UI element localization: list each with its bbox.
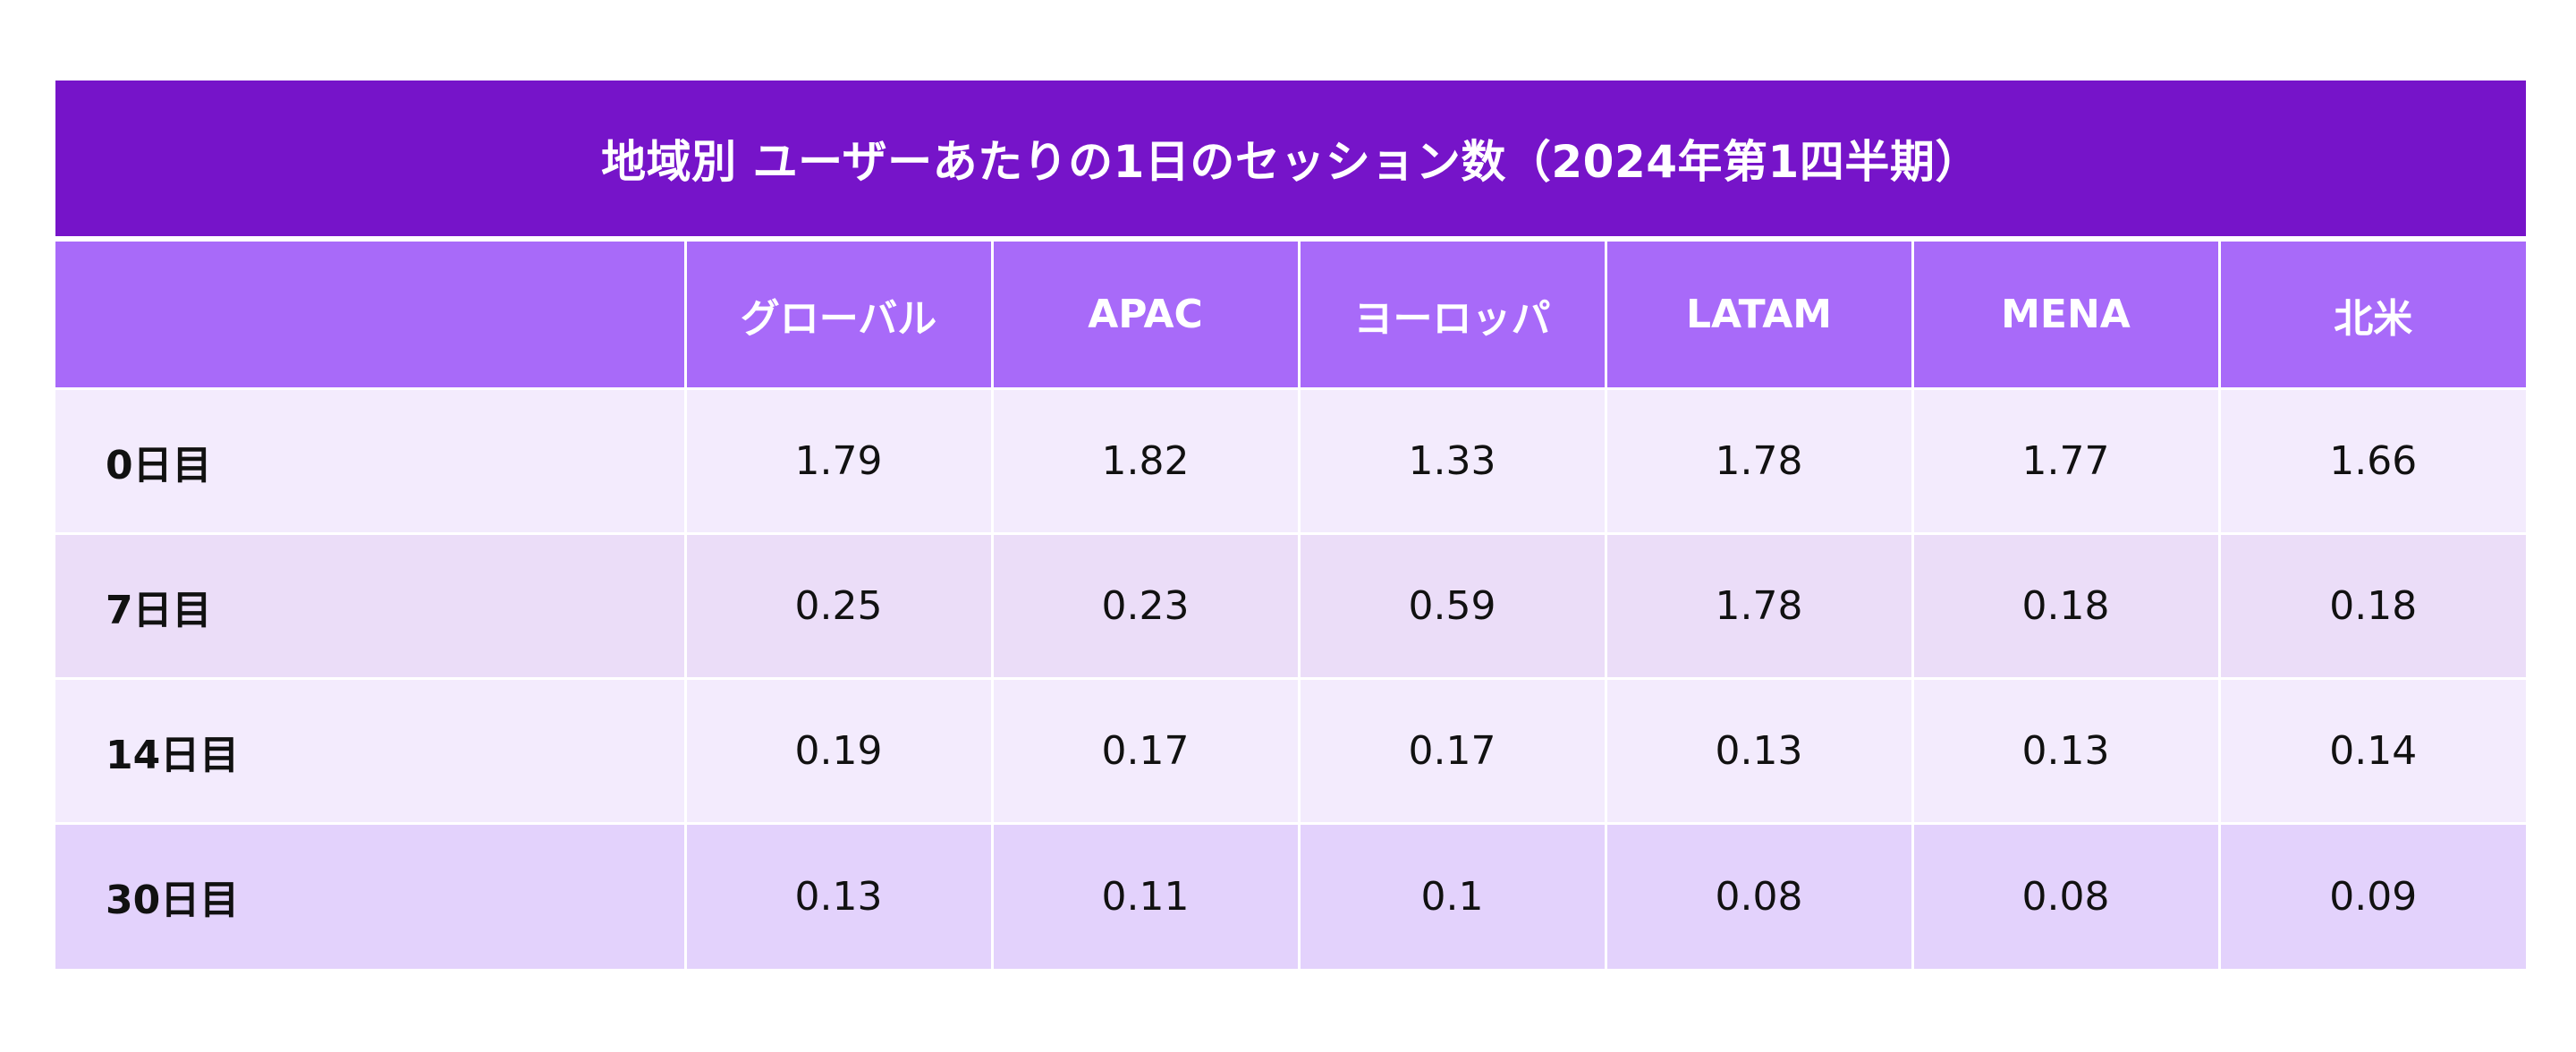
session-table: グローバル APAC ヨーロッパ LATAM MENA 北米 0日目 1.79 … bbox=[55, 239, 2526, 969]
table-cell: 1.79 bbox=[683, 387, 994, 535]
header-row: グローバル APAC ヨーロッパ LATAM MENA 北米 bbox=[55, 239, 2526, 390]
row-label: 30日目 bbox=[55, 822, 687, 969]
table-cell: 0.23 bbox=[990, 532, 1301, 680]
table-cell: 0.11 bbox=[990, 822, 1301, 969]
row-label: 0日目 bbox=[55, 387, 687, 535]
table-cell: 1.77 bbox=[1911, 387, 2221, 535]
table-cell: 0.19 bbox=[683, 677, 994, 825]
table-cell: 0.14 bbox=[2217, 677, 2526, 825]
table-row: 0日目 1.79 1.82 1.33 1.78 1.77 1.66 bbox=[55, 387, 2526, 535]
table-cell: 0.25 bbox=[683, 532, 994, 680]
header-global: グローバル bbox=[683, 239, 994, 390]
table-cell: 0.1 bbox=[1297, 822, 1607, 969]
header-north-america: 北米 bbox=[2217, 239, 2526, 390]
table-cell: 0.13 bbox=[683, 822, 994, 969]
header-apac: APAC bbox=[990, 239, 1301, 390]
table-row: 30日目 0.13 0.11 0.1 0.08 0.08 0.09 bbox=[55, 822, 2526, 969]
table-cell: 0.59 bbox=[1297, 532, 1607, 680]
table-cell: 0.17 bbox=[1297, 677, 1607, 825]
row-label: 7日目 bbox=[55, 532, 687, 680]
table-cell: 0.13 bbox=[1604, 677, 1914, 825]
table-title: 地域別 ユーザーあたりの1日のセッション数（2024年第1四半期） bbox=[55, 81, 2526, 239]
table-cell: 0.08 bbox=[1911, 822, 2221, 969]
table-cell: 0.18 bbox=[2217, 532, 2526, 680]
table-cell: 0.08 bbox=[1604, 822, 1914, 969]
header-mena: MENA bbox=[1911, 239, 2221, 390]
table-cell: 0.13 bbox=[1911, 677, 2221, 825]
header-europe: ヨーロッパ bbox=[1297, 239, 1607, 390]
table-cell: 1.66 bbox=[2217, 387, 2526, 535]
table-cell: 1.33 bbox=[1297, 387, 1607, 535]
table-row: 7日目 0.25 0.23 0.59 1.78 0.18 0.18 bbox=[55, 532, 2526, 680]
table-cell: 0.17 bbox=[990, 677, 1301, 825]
table-cell: 0.18 bbox=[1911, 532, 2221, 680]
table-row: 14日目 0.19 0.17 0.17 0.13 0.13 0.14 bbox=[55, 677, 2526, 825]
header-corner bbox=[55, 239, 687, 390]
table-cell: 0.09 bbox=[2217, 822, 2526, 969]
table-cell: 1.78 bbox=[1604, 387, 1914, 535]
table-cell: 1.78 bbox=[1604, 532, 1914, 680]
table-cell: 1.82 bbox=[990, 387, 1301, 535]
header-latam: LATAM bbox=[1604, 239, 1914, 390]
session-table-container: 地域別 ユーザーあたりの1日のセッション数（2024年第1四半期） グローバル … bbox=[55, 81, 2526, 969]
row-label: 14日目 bbox=[55, 677, 687, 825]
